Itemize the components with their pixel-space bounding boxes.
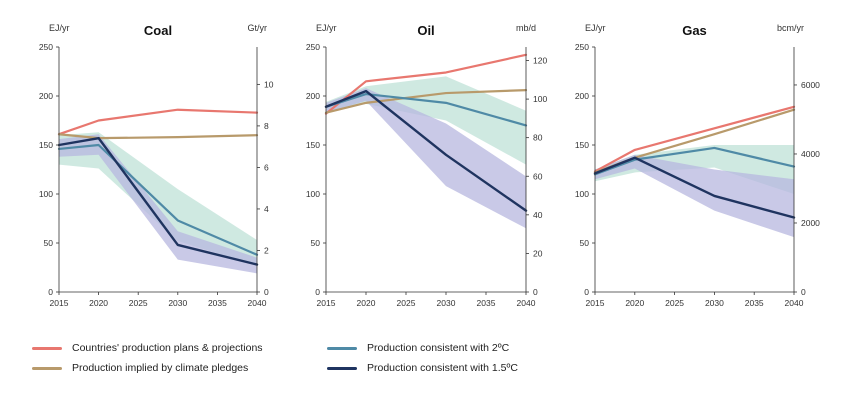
coal-right-tick-label: 6 [264, 162, 269, 172]
oil-x-tick-label: 2030 [437, 298, 456, 308]
gas-left-tick-label: 100 [575, 189, 589, 199]
legend-label-2c: Production consistent with 2ºC [367, 342, 510, 354]
coal-title: Coal [144, 23, 172, 38]
gas-x-tick-label: 2030 [705, 298, 724, 308]
oil-right-unit: mb/d [516, 23, 536, 33]
oil-left-tick-label: 100 [306, 189, 320, 199]
legend-label-pledges: Production implied by climate pledges [72, 362, 249, 374]
gas-x-tick-label: 2025 [665, 298, 684, 308]
coal-right-tick-label: 2 [264, 245, 269, 255]
coal-left-tick-label: 150 [39, 140, 53, 150]
gas-line-c15 [593, 156, 796, 219]
gas-x-tick-label: 2035 [745, 298, 764, 308]
gas-left-tick-label: 50 [580, 238, 590, 248]
oil-left-tick-label: 200 [306, 91, 320, 101]
legend-swatch-1-5c [327, 366, 357, 370]
coal-x-tick-label: 2015 [50, 298, 69, 308]
gas-right-tick-label: 6000 [801, 80, 820, 90]
oil-left-tick-label: 50 [311, 238, 321, 248]
oil-right-tick-label: 20 [533, 248, 543, 258]
gas-x-tick-label: 2020 [625, 298, 644, 308]
gas-line-c2 [593, 146, 796, 176]
oil-x-tick-label: 2015 [317, 298, 336, 308]
gas-x-tick-label: 2015 [586, 298, 605, 308]
coal-right-tick-label: 8 [264, 121, 269, 131]
coal-right-unit: Gt/yr [248, 23, 268, 33]
gas-left-unit: EJ/yr [585, 23, 606, 33]
gas-x-tick-label: 2040 [785, 298, 804, 308]
coal-left-tick-label: 100 [39, 189, 53, 199]
oil-left-unit: EJ/yr [316, 23, 337, 33]
legend-label-1-5c: Production consistent with 1.5ºC [367, 362, 518, 374]
oil-band-1-5c [326, 88, 526, 229]
gas-left-tick-label: 250 [575, 42, 589, 52]
coal-left-tick-label: 0 [48, 287, 53, 297]
coal-left-tick-label: 50 [44, 238, 54, 248]
gas-line-plans [593, 105, 796, 173]
oil-x-tick-label: 2020 [357, 298, 376, 308]
coal-left-unit: EJ/yr [49, 23, 70, 33]
oil-line-c15 [324, 89, 528, 212]
oil-right-tick-label: 60 [533, 171, 543, 181]
gas-left-tick-label: 0 [584, 287, 589, 297]
oil-right-tick-label: 40 [533, 210, 543, 220]
oil-x-tick-label: 2040 [517, 298, 536, 308]
gas-left-tick-label: 200 [575, 91, 589, 101]
coal-line-plans [57, 108, 259, 136]
coal-line-c2 [57, 143, 259, 256]
oil-line-c2 [324, 92, 528, 127]
oil-right-tick-label: 100 [533, 94, 547, 104]
oil-title: Oil [417, 23, 434, 38]
legend-item-plans: Countries' production plans & projection… [32, 342, 263, 354]
coal-line-c15 [57, 136, 259, 266]
coal-right-tick-label: 4 [264, 204, 269, 214]
coal-x-tick-label: 2025 [129, 298, 148, 308]
oil-line-plans [324, 53, 528, 115]
coal-left-tick-label: 250 [39, 42, 53, 52]
oil-left-tick-label: 250 [306, 42, 320, 52]
gas-right-tick-label: 2000 [801, 218, 820, 228]
legend-swatch-plans [32, 346, 62, 350]
gas-right-tick-label: 0 [801, 287, 806, 297]
gas-band-1-5c [595, 154, 794, 238]
gas-right-tick-label: 4000 [801, 149, 820, 159]
legend-swatch-pledges [32, 366, 62, 370]
coal-x-tick-label: 2020 [89, 298, 108, 308]
oil-right-tick-label: 0 [533, 287, 538, 297]
oil-right-tick-label: 120 [533, 56, 547, 66]
gas-right-unit: bcm/yr [777, 23, 804, 33]
gas-left-tick-label: 150 [575, 140, 589, 150]
coal-right-tick-label: 0 [264, 287, 269, 297]
coal-x-tick-label: 2030 [168, 298, 187, 308]
legend: Countries' production plans & projection… [32, 342, 592, 382]
coal-x-tick-label: 2040 [248, 298, 267, 308]
coal-right-tick-label: 10 [264, 79, 274, 89]
oil-x-tick-label: 2035 [477, 298, 496, 308]
oil-left-tick-label: 150 [306, 140, 320, 150]
oil-left-tick-label: 0 [315, 287, 320, 297]
legend-label-plans: Countries' production plans & projection… [72, 342, 263, 354]
oil-x-tick-label: 2025 [397, 298, 416, 308]
legend-swatch-2c [327, 346, 357, 350]
oil-right-tick-label: 80 [533, 133, 543, 143]
coal-left-tick-label: 200 [39, 91, 53, 101]
coal-x-tick-label: 2035 [208, 298, 227, 308]
legend-item-2c: Production consistent with 2ºC [327, 342, 509, 354]
gas-title: Gas [682, 23, 707, 38]
coal-line-pledges [57, 133, 259, 140]
legend-item-pledges: Production implied by climate pledges [32, 362, 248, 374]
legend-item-1-5c: Production consistent with 1.5ºC [327, 362, 518, 374]
